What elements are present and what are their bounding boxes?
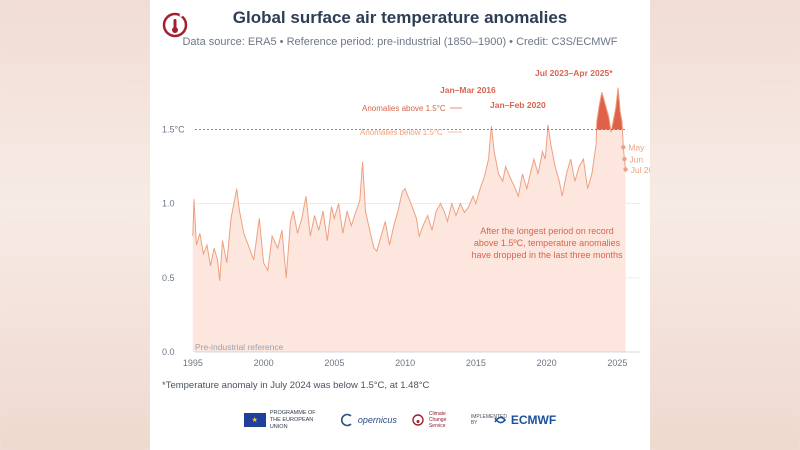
- month-marker: [623, 167, 628, 172]
- annotation-2023-2025: Jul 2023–Apr 2025*: [535, 68, 613, 78]
- temperature-anomaly-chart: 0.0 0.5 1.0 1.5°C 1995 2000 2005 2010 2015 2020 2…: [162, 68, 650, 368]
- chart-subtitle: Data source: ERA5 • Reference period: pr…: [182, 36, 618, 48]
- label-below-threshold: Anomalies below 1.5°C: [360, 128, 443, 137]
- baseline-label: Pre-industrial reference: [195, 342, 284, 352]
- x-tick-label: 2010: [395, 358, 415, 368]
- x-tick-label: 2025: [607, 358, 627, 368]
- chart-title: Global surface air temperature anomalies: [232, 8, 568, 27]
- y-tick-label: 1.0: [162, 199, 175, 209]
- month-marker: [621, 144, 626, 150]
- footnote: *Temperature anomaly in July 2024 was be…: [162, 380, 430, 391]
- month-marker-label: May: [628, 143, 645, 153]
- copernicus-c-icon: [340, 413, 352, 427]
- note-line-2: above 1.5ºC, temperature anomalies: [474, 238, 621, 248]
- ecmwf-text: ECMWF: [510, 413, 557, 427]
- anomaly-line: [192, 87, 627, 281]
- background-right-panel: [650, 0, 800, 450]
- c3s-logo-icon: [162, 11, 188, 38]
- funder-logos: ★ PROGRAMME OF THE EUROPEAN UNION operni…: [150, 408, 650, 432]
- note-line-1: After the longest period on record: [480, 226, 614, 236]
- chart-card: Global surface air temperature anomalies…: [150, 0, 650, 450]
- note-line-3: have dropped in the last three months: [471, 250, 623, 260]
- x-tick-label: 1995: [183, 358, 203, 368]
- annotation-2020: Jan–Feb 2020: [490, 100, 546, 110]
- month-marker: [622, 156, 627, 162]
- month-marker-label: Jun: [629, 155, 643, 165]
- y-axis-ticks: 0.0 0.5 1.0 1.5°C: [162, 124, 185, 357]
- ecmwf-implemented-text: IMPLEMENTED BY: [470, 414, 507, 426]
- c3s-small-icon: [412, 414, 424, 426]
- x-tick-label: 2005: [324, 358, 344, 368]
- ecmwf-logo: IMPLEMENTED BY ECMWF: [471, 413, 556, 427]
- eu-flag-icon: ★: [243, 413, 266, 427]
- label-above-threshold: Anomalies above 1.5°C: [362, 104, 446, 113]
- anomaly-area-fill: [192, 87, 626, 353]
- copernicus-logo: opernicus: [340, 413, 397, 427]
- x-tick-label: 2020: [537, 358, 557, 368]
- c3s-logo: Climate Change Service: [411, 411, 457, 429]
- month-marker-label: Jul 2025: [631, 165, 650, 175]
- eu-programme-logo: ★ PROGRAMME OF THE EUROPEAN UNION: [243, 409, 326, 431]
- ecmwf-swirl-icon: [494, 416, 506, 424]
- x-tick-label: 2000: [254, 358, 274, 368]
- background-left-panel: [0, 0, 150, 450]
- y-tick-label: 1.5°C: [162, 124, 185, 134]
- y-tick-label: 0.0: [162, 347, 175, 357]
- x-axis-ticks: 1995 2000 2005 2010 2015 2020 2025: [183, 358, 628, 368]
- annotation-2016: Jan–Mar 2016: [440, 85, 496, 95]
- x-tick-label: 2015: [466, 358, 486, 368]
- copernicus-text: opernicus: [357, 415, 397, 425]
- y-tick-label: 0.5: [162, 273, 175, 283]
- c3s-text: Climate Change Service: [428, 411, 447, 429]
- eu-programme-text: PROGRAMME OF THE EUROPEAN UNION: [269, 409, 316, 430]
